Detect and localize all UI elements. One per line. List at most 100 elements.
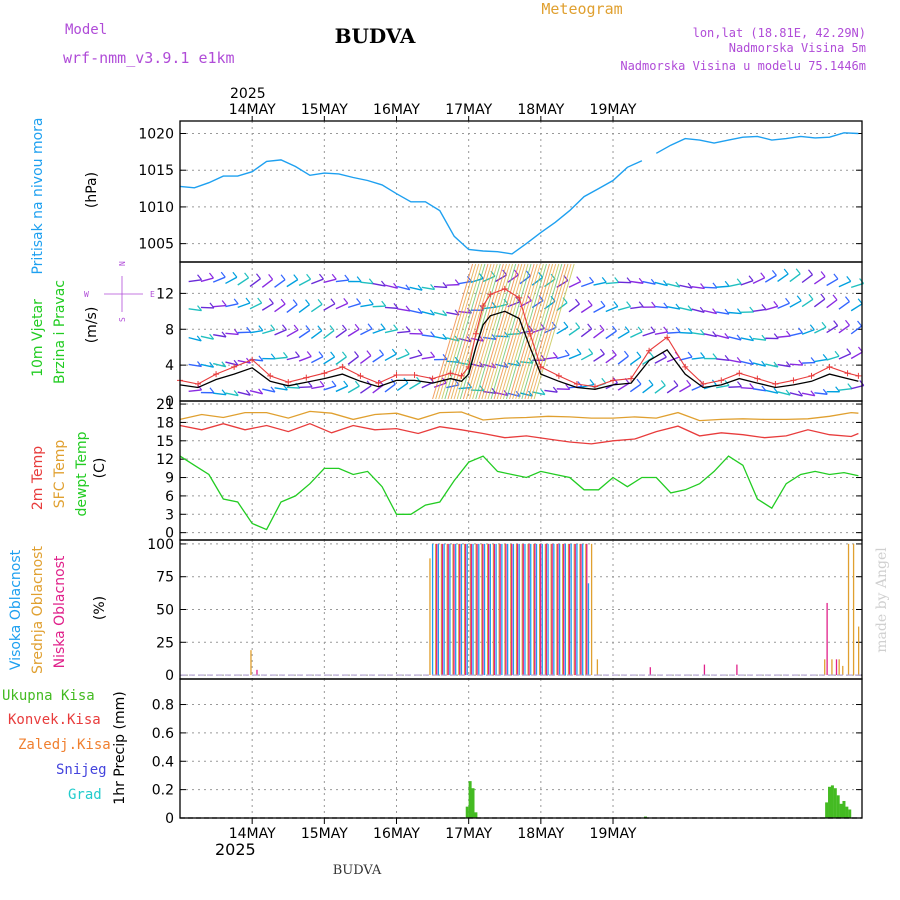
- wind-barb-131: [446, 337, 460, 342]
- wind-barb-flag-234: [368, 278, 374, 285]
- wind-storm-hatch-16: [481, 263, 523, 400]
- wind-barb-234: [360, 281, 374, 285]
- wind-gust-point-24: [537, 363, 544, 370]
- wind-barb-57: [213, 362, 226, 368]
- wind-barb-flag-9: [307, 381, 313, 388]
- wind-barb-228: [286, 279, 299, 288]
- wind-barb-53: [838, 387, 852, 391]
- wind-barb-flag-57: [221, 361, 227, 368]
- wind-panel: 0 4 8 12: [156, 261, 865, 410]
- wind-barb-flag-169: [245, 297, 251, 304]
- year-label-top: 2025: [230, 86, 266, 102]
- wind-barb-221: [200, 277, 214, 283]
- wind-barb-flag-61: [270, 353, 276, 360]
- pressure-line-0: [179, 159, 643, 255]
- wind-barb-flag-130: [442, 333, 448, 340]
- wind-barb-133: [470, 337, 484, 342]
- wind-barb-flag-119: [305, 325, 311, 331]
- wind-barb-flag-185: [442, 310, 448, 316]
- wind-barb-flag-152: [712, 331, 718, 337]
- top-date-3: 17MAY: [445, 102, 492, 118]
- wind-barb-flag-89: [611, 349, 617, 356]
- pressure-label: Pritisak na nivou mora: [30, 117, 46, 274]
- wind-barb-56: [200, 363, 214, 368]
- wind-barb-flag-143: [599, 324, 605, 331]
- wind-barb-269: [789, 273, 801, 283]
- wind-barb-236: [384, 284, 398, 289]
- wind-barb-222: [212, 276, 226, 283]
- precip-bar-9: [836, 795, 840, 818]
- wind-barb-246: [507, 274, 519, 283]
- wind-barb-8: [286, 386, 300, 389]
- wind-gust-point-33: [700, 380, 707, 387]
- wind-barb-flag-120: [317, 325, 323, 332]
- temp-label-2m: 2m Temp: [30, 446, 46, 510]
- top-date-4: 18MAY: [517, 102, 564, 118]
- wind-barb-204: [667, 306, 681, 310]
- cloudiness-panel: 0 25 50 75 100: [147, 537, 863, 684]
- wind-barb-flag-32: [589, 379, 595, 385]
- wind-barb-163: [838, 324, 850, 334]
- wind-barb-flag-10: [319, 380, 325, 387]
- wind-barb-flag-111: [209, 333, 215, 340]
- wind-barb-flag-266: [760, 272, 766, 279]
- temp-label-sfc: SFC Temp: [52, 440, 68, 509]
- wind-barb-12: [335, 385, 349, 393]
- wind-barb-flag-73: [417, 349, 423, 356]
- model-label: Model: [65, 22, 107, 38]
- wind-barb-48: [777, 391, 791, 396]
- wind-barb-232: [335, 279, 349, 283]
- precip-bar-0: [465, 806, 469, 818]
- wind-barb-185: [433, 311, 447, 317]
- wind-barb-flag-84: [552, 351, 558, 358]
- pressure-panel: 1005 1010 1015 1020: [138, 120, 863, 263]
- wind-barb-242: [458, 280, 472, 285]
- top-date-labels: 14MAY 15MAY 16MAY 17MAY 18MAY 19MAY: [229, 102, 637, 121]
- wind-barb-flag-268: [783, 268, 789, 275]
- wind-gust-point-11: [375, 380, 382, 387]
- wind-barb-flag-58: [233, 359, 239, 366]
- wind-barb-flag-116: [270, 324, 276, 331]
- wind-barb-flag-51: [822, 388, 828, 395]
- wind-barb-239: [421, 286, 435, 291]
- wind-barb-flag-253: [601, 276, 607, 283]
- precip-bar-8: [833, 788, 837, 818]
- wind-barb-251: [568, 280, 581, 288]
- pressure-ytick-label-3: 1020: [138, 126, 174, 142]
- wind-barb-flag-172: [280, 298, 286, 305]
- wind-gust-point-5: [267, 372, 274, 379]
- wind-storm-hatch-30: [524, 263, 566, 400]
- wind-barb-93: [654, 356, 667, 364]
- wind-barb-flag-113: [233, 329, 239, 335]
- wind-barb-112: [213, 334, 227, 338]
- wind-barb-85: [556, 354, 570, 360]
- wind-barb-flag-173: [292, 299, 298, 305]
- wind-barb-flag-2: [221, 389, 227, 396]
- wind-barb-flag-228: [293, 274, 299, 281]
- wind-storm-hatch-29: [521, 263, 563, 400]
- wind-barb-flag-164: [857, 320, 863, 327]
- precip-bar-10: [839, 803, 843, 818]
- wind-barb-113: [225, 332, 239, 336]
- wind-barb-flag-7: [282, 384, 288, 391]
- wind-barb-141: [568, 327, 581, 336]
- wind-barb-47: [765, 389, 779, 394]
- wind-barb-flag-39: [673, 380, 679, 386]
- wind-barb-flag-63: [294, 351, 300, 357]
- wind-barb-flag-95: [687, 351, 693, 358]
- cloud-ytick-label-0: 0: [165, 668, 174, 684]
- wind-barb-flag-66: [330, 351, 336, 358]
- wind-barb-flag-146: [637, 326, 643, 333]
- wind-barb-78: [470, 363, 484, 368]
- model-name: wrf-nmm_v3.9.1 e1km: [63, 49, 235, 67]
- wind-barb-flag-237: [405, 284, 411, 291]
- wind-barb-203: [654, 305, 668, 309]
- wind-barb-66: [323, 356, 335, 365]
- temp-ytick-label-3: 9: [165, 471, 174, 487]
- wind-barb-72: [396, 353, 410, 360]
- wind-barb-16: [384, 383, 396, 393]
- wind-barb-224: [237, 277, 249, 286]
- wind-barb-74: [421, 356, 435, 360]
- temp-ytick-label-6: 18: [156, 415, 174, 431]
- wind-barb-67: [335, 356, 347, 366]
